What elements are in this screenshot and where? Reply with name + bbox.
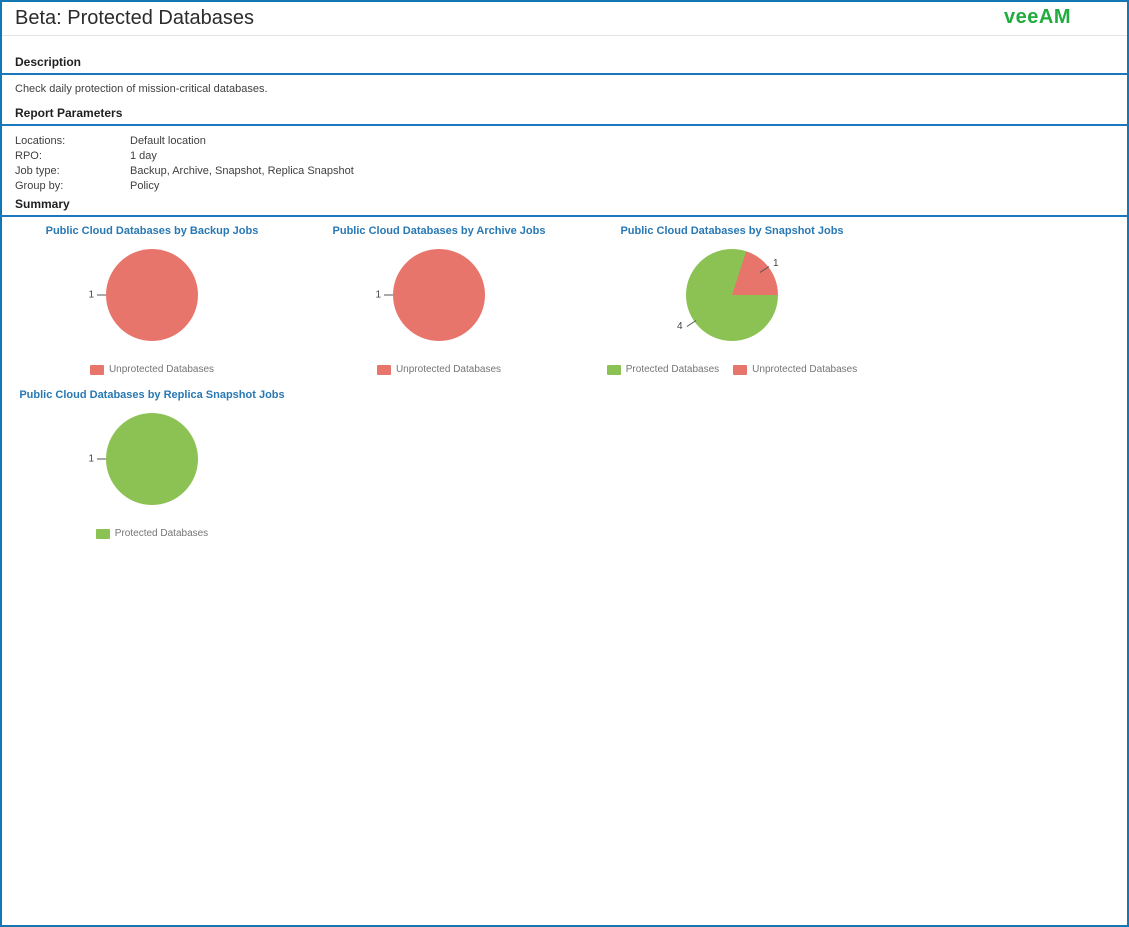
slice-value: 1 (375, 289, 381, 301)
param-label: Job type: (15, 164, 60, 177)
pie-chart (106, 413, 198, 505)
section-rule (2, 215, 1127, 217)
chart-title-link[interactable]: Public Cloud Databases by Backup Jobs (45, 225, 259, 237)
param-value: 1 day (130, 149, 157, 162)
legend-item: Protected Databases (95, 528, 209, 539)
chart-title-link[interactable]: Public Cloud Databases by Archive Jobs (332, 225, 546, 237)
label-leader-line (97, 458, 106, 460)
pie-slice-label: 1 (773, 258, 779, 269)
legend-swatch (606, 364, 621, 375)
chart-legend: Protected Databases Unprotected Database… (592, 364, 872, 375)
param-row-rpo: RPO: 1 day (15, 148, 354, 163)
legend-label: Unprotected Databases (752, 364, 858, 375)
pie-wrapper: 1 (375, 249, 485, 341)
param-value: Default location (130, 134, 206, 147)
param-row-group-by: Group by: Policy (15, 178, 354, 193)
slice-value: 1 (88, 289, 94, 301)
param-row-locations: Locations: Default location (15, 133, 354, 148)
chart-replica-snapshot-jobs: Public Cloud Databases by Replica Snapsh… (12, 388, 292, 552)
report-parameters-heading: Report Parameters (15, 106, 123, 120)
pie-chart (393, 249, 485, 341)
page-title: Beta: Protected Databases (15, 7, 255, 29)
param-label: RPO: (15, 149, 42, 162)
label-leader-line (384, 294, 393, 296)
pie-slice-label: 1 (375, 290, 393, 301)
summary-heading: Summary (15, 197, 70, 211)
legend-item: Unprotected Databases (733, 364, 857, 375)
pie-slice-label: 1 (88, 290, 106, 301)
description-text: Check daily protection of mission-critic… (15, 83, 268, 95)
legend-label: Unprotected Databases (395, 364, 502, 375)
param-row-job-type: Job type: Backup, Archive, Snapshot, Rep… (15, 163, 354, 178)
label-leader-line (97, 294, 106, 296)
description-heading: Description (15, 55, 82, 69)
legend-label: Protected Databases (114, 528, 209, 539)
section-rule (2, 124, 1127, 126)
pie-wrapper: 1 (88, 249, 198, 341)
legend-item: Unprotected Databases (376, 364, 502, 375)
pie-slice-label: 4 (677, 321, 683, 332)
param-label: Locations: (15, 134, 66, 147)
legend-label: Protected Databases (625, 364, 720, 375)
param-value: Policy (130, 179, 160, 192)
chart-archive-jobs: Public Cloud Databases by Archive Jobs 1… (299, 224, 579, 388)
chart-snapshot-jobs: Public Cloud Databases by Snapshot Jobs … (592, 224, 872, 388)
header-divider (2, 35, 1127, 36)
pie-chart (686, 249, 778, 341)
chart-legend: Unprotected Databases (299, 364, 579, 375)
pie-wrapper: 1 (88, 413, 198, 505)
slice-value: 1 (88, 453, 94, 465)
legend-item: Protected Databases (606, 364, 720, 375)
chart-title-link[interactable]: Public Cloud Databases by Snapshot Jobs (620, 225, 844, 237)
pie-wrapper: 1 4 (677, 249, 779, 341)
veeam-logo: veeAM (1004, 6, 1071, 28)
param-label: Group by: (15, 179, 64, 192)
chart-backup-jobs: Public Cloud Databases by Backup Jobs 1 … (12, 224, 292, 388)
legend-swatch (95, 528, 110, 539)
section-rule (2, 73, 1127, 75)
chart-legend: Protected Databases (12, 528, 292, 539)
pie-slice-label: 1 (88, 454, 106, 465)
param-value: Backup, Archive, Snapshot, Replica Snaps… (130, 164, 354, 177)
legend-item: Unprotected Databases (89, 364, 215, 375)
legend-swatch (376, 364, 391, 375)
legend-label: Unprotected Databases (108, 364, 215, 375)
chart-legend: Unprotected Databases (12, 364, 292, 375)
legend-swatch (89, 364, 104, 375)
pie-chart (106, 249, 198, 341)
parameters-table: Locations: Default location RPO: 1 day J… (15, 133, 354, 193)
legend-swatch (733, 364, 748, 375)
chart-title-link[interactable]: Public Cloud Databases by Replica Snapsh… (19, 389, 285, 401)
